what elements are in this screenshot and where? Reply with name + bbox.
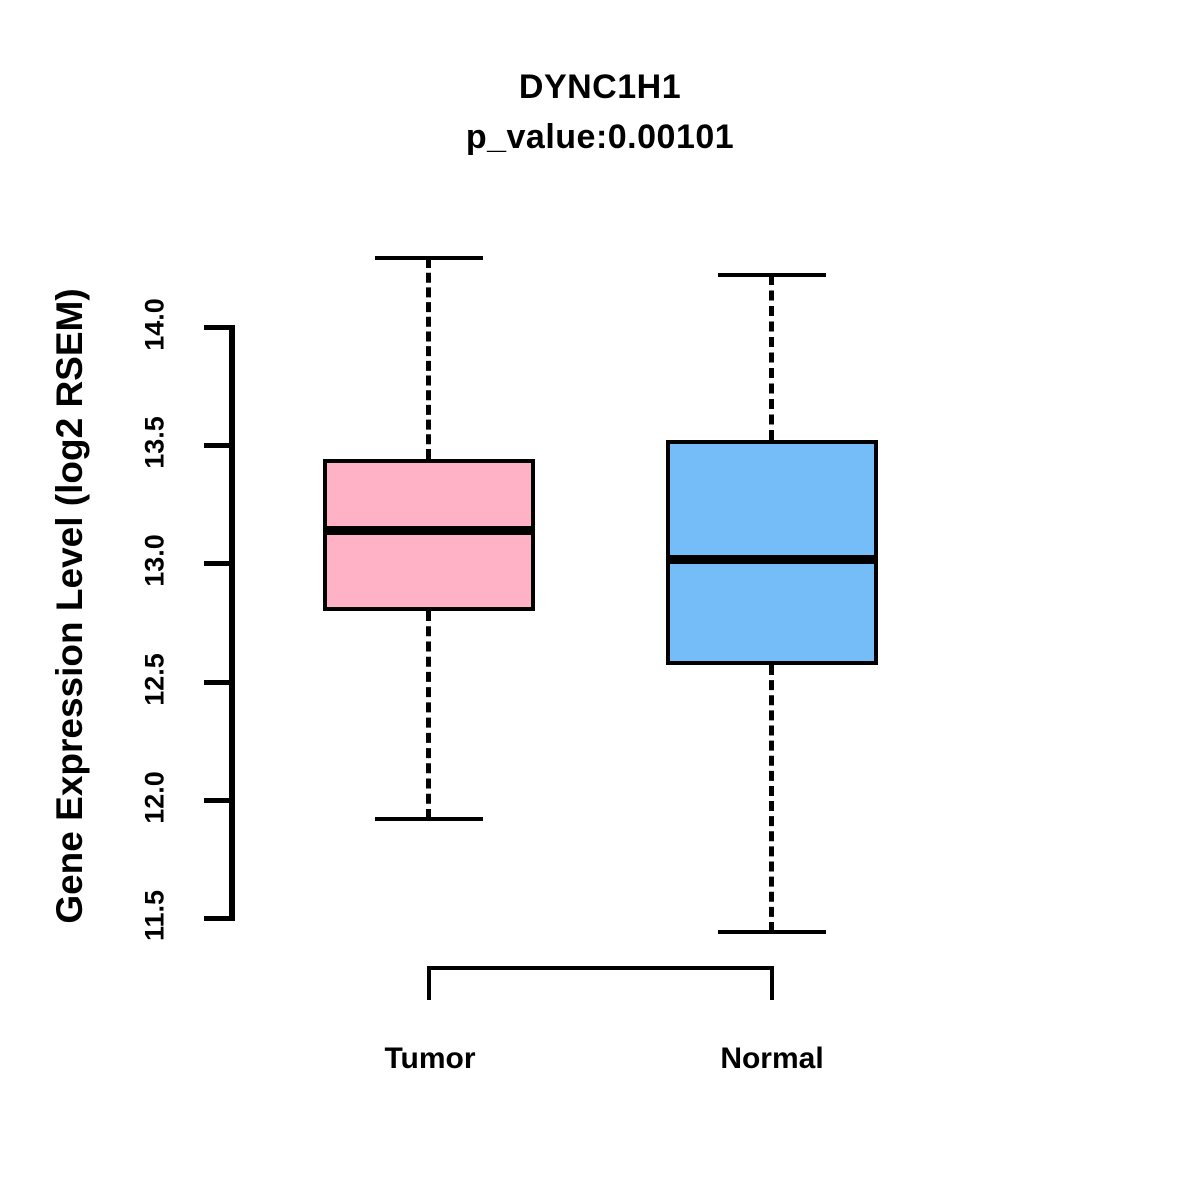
y-tick-label-13-5: 13.5: [139, 416, 170, 469]
y-axis-tick-12: [204, 797, 232, 803]
y-axis-tick-11-5: [204, 916, 232, 921]
normal-box[interactable]: [666, 440, 878, 666]
normal-upper-whisker: [769, 274, 774, 441]
y-tick-label-12-5: 12.5: [139, 652, 170, 706]
y-axis-tick-13-5: [204, 443, 232, 449]
normal-lower-whisker-cap: [718, 930, 826, 935]
x-tick-label-normal: Normal: [720, 1042, 824, 1075]
comparison-bracket-left-arm: [427, 966, 431, 1000]
tumor-lower-whisker: [426, 610, 431, 819]
tumor-median-line: [323, 526, 535, 536]
normal-upper-whisker-cap: [718, 272, 826, 277]
y-axis-label: Gene Expression Level (log2 RSEM): [49, 288, 90, 924]
y-axis-spine: [229, 325, 235, 921]
tumor-upper-whisker-cap: [375, 256, 483, 261]
chart-title: DYNC1H1: [518, 68, 682, 106]
comparison-bracket-top: [427, 966, 774, 970]
comparison-bracket-right-arm: [770, 966, 774, 1000]
y-axis-tick-12-5: [204, 679, 232, 685]
chart-subtitle-pvalue: p_value:0.00101: [465, 118, 735, 156]
tumor-lower-whisker-cap: [375, 816, 483, 821]
y-tick-label-12: 12.0: [139, 771, 170, 824]
tumor-upper-whisker: [426, 258, 431, 460]
x-tick-label-tumor: Tumor: [384, 1042, 476, 1075]
normal-median-line: [666, 554, 878, 564]
y-axis-tick-14: [204, 325, 232, 330]
y-tick-label-14: 14.0: [139, 298, 170, 351]
y-axis-tick-13: [204, 561, 232, 567]
y-tick-label-13: 13.0: [139, 534, 170, 588]
normal-lower-whisker: [769, 665, 774, 933]
y-tick-label-11-5: 11.5: [139, 889, 170, 942]
